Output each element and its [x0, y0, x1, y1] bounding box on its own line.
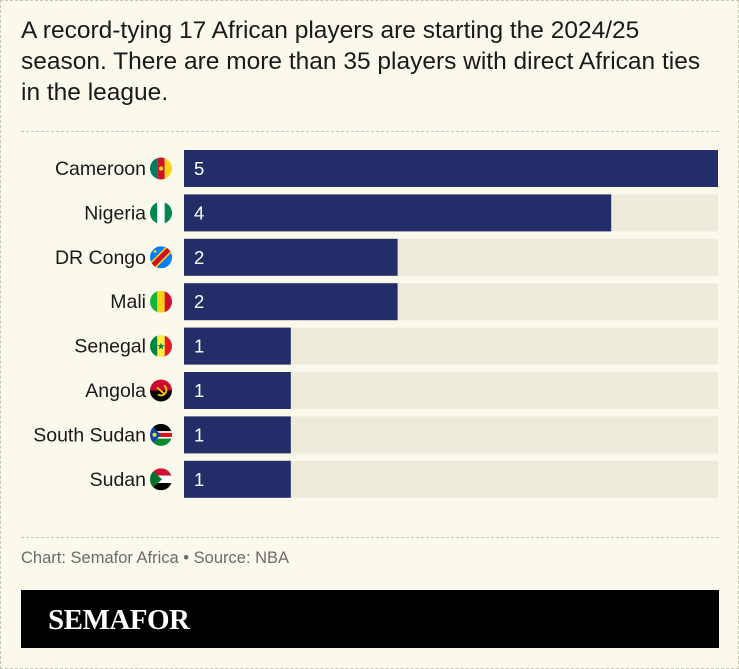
- bar-value-label: 2: [194, 291, 204, 312]
- bottom-divider: [21, 537, 719, 538]
- category-label: Nigeria: [84, 202, 146, 224]
- bar-value-label: 2: [194, 247, 204, 268]
- bar-value-label: 1: [194, 336, 204, 357]
- nigeria-flag-icon: [150, 201, 172, 224]
- mali-flag-icon: [150, 290, 172, 313]
- bar-value-label: 5: [194, 158, 204, 179]
- category-label: Cameroon: [55, 158, 146, 180]
- category-label: Mali: [110, 291, 146, 313]
- brand-footer: SEMAFOR: [21, 590, 719, 648]
- source-note: Chart: Semafor Africa • Source: NBA: [21, 549, 290, 567]
- bar: [184, 150, 718, 187]
- bar: [184, 194, 612, 232]
- cameroon-flag-icon: [150, 157, 172, 180]
- category-label: DR Congo: [55, 247, 146, 269]
- bar-value-label: 1: [194, 424, 204, 445]
- bar: [184, 327, 291, 365]
- bar: [184, 372, 291, 409]
- senegal-flag-icon: [150, 335, 172, 358]
- bar: [184, 238, 398, 276]
- category-label: Sudan: [90, 469, 146, 491]
- category-label: South Sudan: [33, 424, 146, 446]
- bar-chart: 5 Cameroon 4 Nigeria 2 DR Congo 2 Mali 1 Senegal 1…: [33, 150, 718, 498]
- category-label: Angola: [85, 380, 146, 402]
- sudan-flag-icon: [150, 468, 172, 491]
- bar-value-label: 4: [194, 202, 204, 223]
- bar: [184, 416, 291, 454]
- category-label: Senegal: [74, 336, 146, 358]
- bar: [184, 460, 291, 498]
- south-sudan-flag-icon: [150, 423, 172, 446]
- chart-title: A record-tying 17 African players are st…: [21, 17, 701, 106]
- dr-congo-flag-icon: [150, 246, 172, 269]
- bar-value-label: 1: [194, 469, 204, 490]
- bar: [184, 283, 398, 321]
- bar-value-label: 1: [194, 380, 204, 401]
- angola-flag-icon: [150, 379, 172, 402]
- top-divider: [21, 131, 719, 132]
- semafor-logo: SEMAFOR: [48, 604, 190, 636]
